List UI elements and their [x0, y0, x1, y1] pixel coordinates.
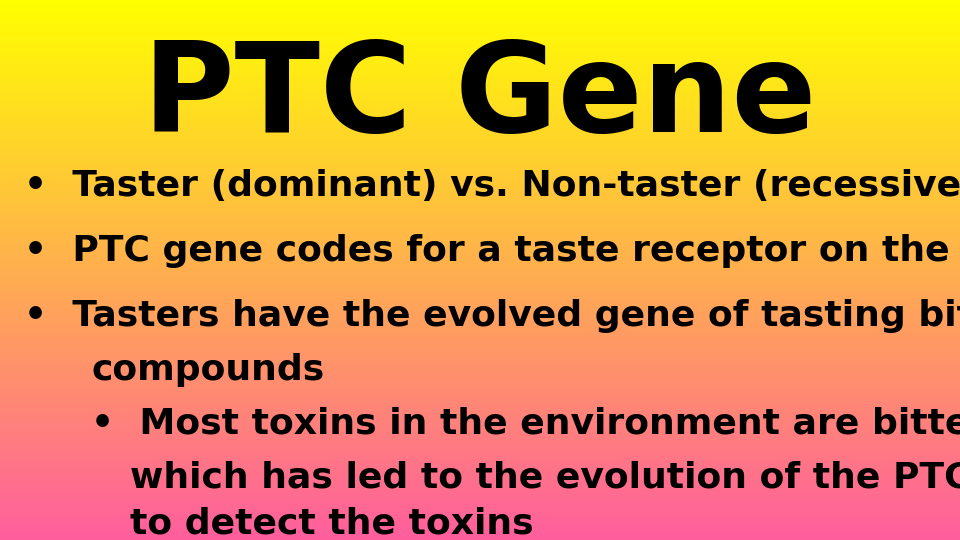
- Text: compounds: compounds: [91, 353, 324, 387]
- Text: •  Tasters have the evolved gene of tasting bitter: • Tasters have the evolved gene of tasti…: [24, 299, 960, 333]
- Text: •  PTC gene codes for a taste receptor on the tongue: • PTC gene codes for a taste receptor on…: [24, 234, 960, 268]
- Text: PTC Gene: PTC Gene: [143, 37, 817, 158]
- Text: which has led to the evolution of the PTC gene: which has led to the evolution of the PT…: [130, 461, 960, 495]
- Text: •  Most toxins in the environment are bitter: • Most toxins in the environment are bit…: [91, 407, 960, 441]
- Text: •  Taster (dominant) vs. Non-taster (recessive): • Taster (dominant) vs. Non-taster (rece…: [24, 170, 960, 203]
- Text: to detect the toxins: to detect the toxins: [130, 507, 533, 540]
